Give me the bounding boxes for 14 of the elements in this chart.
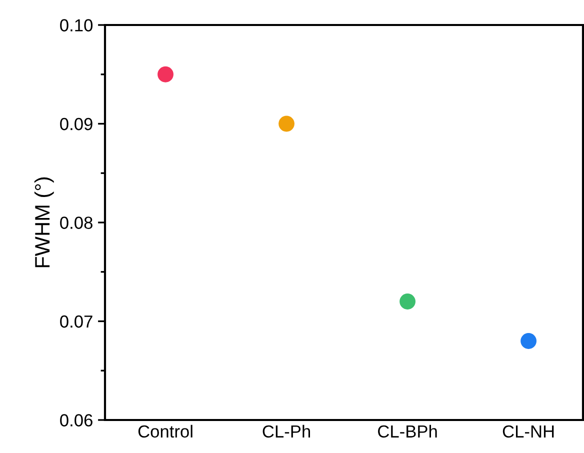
point <box>158 66 174 82</box>
point <box>400 294 416 310</box>
point <box>520 333 536 349</box>
y-tick-label: 0.10 <box>60 19 93 32</box>
x-tick-label: Control <box>138 424 192 438</box>
y-tick-label: 0.07 <box>60 315 92 328</box>
point <box>278 116 294 132</box>
y-tick-label: 0.08 <box>60 216 92 229</box>
x-tick-label: CL-NH <box>502 425 554 438</box>
x-tick-label: CL-BPh <box>378 424 437 438</box>
y-tick-label: 0.06 <box>60 414 92 426</box>
y-tick-label: 0.09 <box>60 118 92 130</box>
y-axis-title: FWHM (°) <box>34 177 54 268</box>
x-tick-label: CL-Ph <box>262 424 310 438</box>
